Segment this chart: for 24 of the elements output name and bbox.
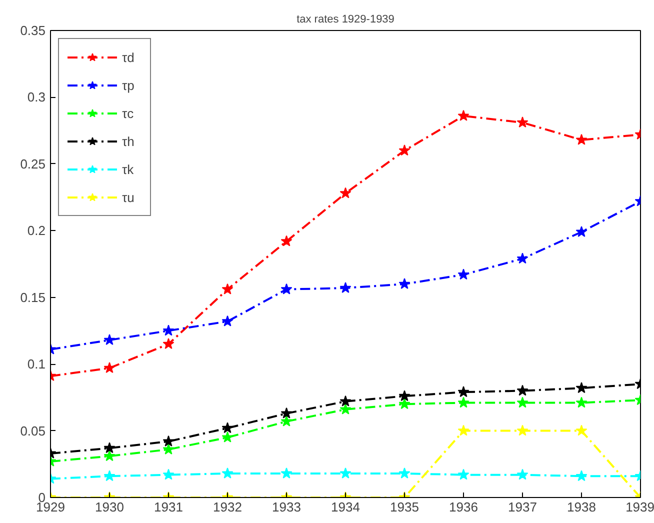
x-tick-label: 1936 [449,500,478,514]
y-tick-label: 0.15 [20,290,46,305]
x-tick-label: 1932 [213,500,242,514]
x-tick-label: 1933 [272,500,301,514]
x-tick-label: 1934 [331,500,360,514]
y-tick-label: 0.05 [20,423,46,438]
x-tick-label: 1938 [567,500,596,514]
legend-label: τd [122,50,136,64]
y-tick-label: 0.1 [27,356,46,372]
y-tick-label: 0.2 [27,223,46,238]
legend-label: τk [122,162,135,176]
x-tick-label: 1935 [390,500,419,514]
x-tick-label: 1931 [154,500,183,514]
legend-label: τp [122,78,136,92]
x-tick-label: 1930 [95,500,124,514]
y-tick-label: 0.25 [20,156,46,172]
y-tick-label: 0.3 [27,90,46,105]
legend-label: τu [122,190,136,204]
legend-label: τc [122,106,135,120]
y-tick-label: 0.35 [20,23,46,38]
x-tick-label: 1937 [508,500,537,514]
legend-label: τh [122,134,136,148]
x-tick-label: 1939 [626,500,654,514]
chart-title: tax rates 1929-1939 [296,14,394,26]
